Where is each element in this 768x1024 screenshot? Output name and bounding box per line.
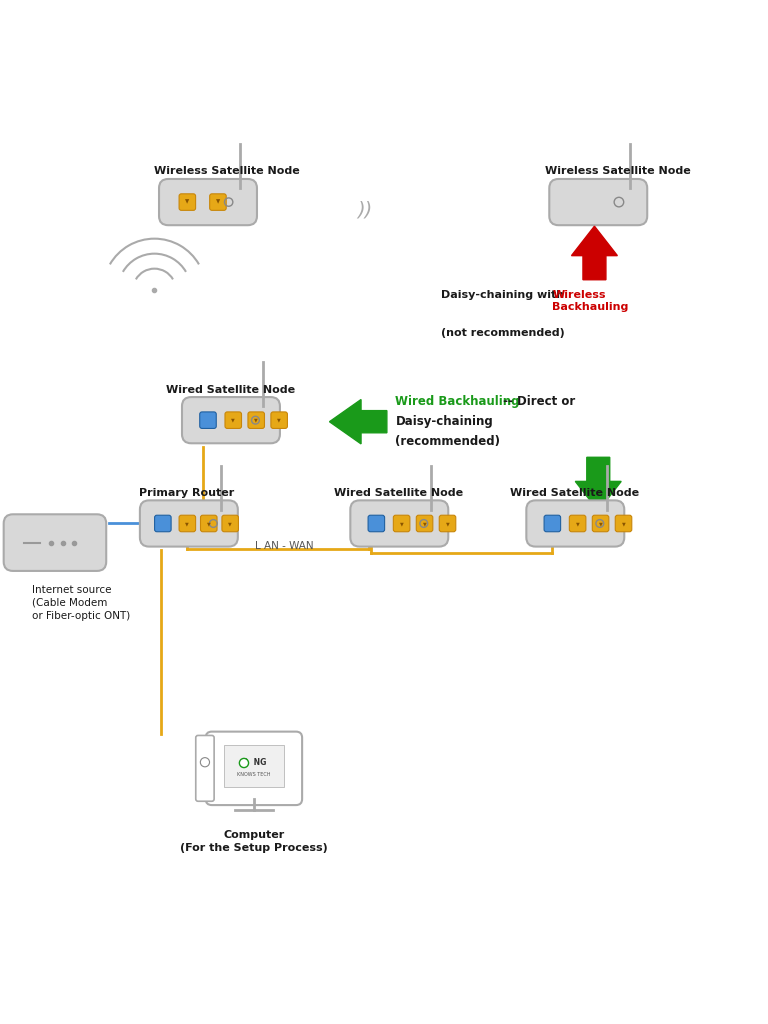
Text: ▼: ▼ xyxy=(185,200,190,205)
FancyBboxPatch shape xyxy=(393,515,410,531)
FancyBboxPatch shape xyxy=(549,179,647,225)
Text: Computer
(For the Setup Process): Computer (For the Setup Process) xyxy=(180,829,328,853)
Text: Wired Satellite Node: Wired Satellite Node xyxy=(334,487,463,498)
Circle shape xyxy=(240,759,249,768)
FancyBboxPatch shape xyxy=(159,179,257,225)
Text: ▼: ▼ xyxy=(228,521,232,526)
Text: ▼: ▼ xyxy=(207,521,210,526)
FancyBboxPatch shape xyxy=(179,194,196,210)
Text: ▼: ▼ xyxy=(277,418,281,423)
Text: (recommended): (recommended) xyxy=(396,435,501,449)
Text: ▼: ▼ xyxy=(231,418,235,423)
FancyBboxPatch shape xyxy=(210,194,227,210)
Text: Wired Backhauling: Wired Backhauling xyxy=(396,394,520,408)
FancyBboxPatch shape xyxy=(182,397,280,443)
Text: ▼: ▼ xyxy=(399,521,403,526)
Polygon shape xyxy=(571,226,617,280)
Text: )): )) xyxy=(357,201,372,219)
FancyBboxPatch shape xyxy=(416,515,433,531)
Text: D  NG: D NG xyxy=(242,759,266,768)
Text: ▼: ▼ xyxy=(445,521,449,526)
Text: Internet source
(Cable Modem
or Fiber-optic ONT): Internet source (Cable Modem or Fiber-op… xyxy=(32,585,131,622)
Text: ▼: ▼ xyxy=(216,200,220,205)
Text: ▼: ▼ xyxy=(254,418,258,423)
Text: Primary Router: Primary Router xyxy=(139,487,234,498)
Text: ▼: ▼ xyxy=(422,521,426,526)
Text: Wired Satellite Node: Wired Satellite Node xyxy=(166,385,295,394)
Text: (not recommended): (not recommended) xyxy=(442,329,565,338)
Text: ▼: ▼ xyxy=(621,521,625,526)
FancyBboxPatch shape xyxy=(206,731,302,805)
FancyBboxPatch shape xyxy=(569,515,586,531)
Text: ▼: ▼ xyxy=(576,521,580,526)
FancyBboxPatch shape xyxy=(223,745,284,786)
FancyBboxPatch shape xyxy=(368,515,385,531)
FancyBboxPatch shape xyxy=(179,515,196,531)
FancyBboxPatch shape xyxy=(140,501,238,547)
Text: -- Direct or: -- Direct or xyxy=(498,394,575,408)
Text: Daisy-chaining: Daisy-chaining xyxy=(396,415,493,428)
FancyBboxPatch shape xyxy=(350,501,449,547)
FancyBboxPatch shape xyxy=(248,412,264,428)
FancyBboxPatch shape xyxy=(271,412,287,428)
Text: Wireless Satellite Node: Wireless Satellite Node xyxy=(545,167,690,176)
FancyBboxPatch shape xyxy=(222,515,238,531)
Text: ▼: ▼ xyxy=(599,521,602,526)
Polygon shape xyxy=(575,458,621,511)
FancyBboxPatch shape xyxy=(4,514,106,571)
FancyBboxPatch shape xyxy=(200,412,217,428)
Text: KNOWS TECH: KNOWS TECH xyxy=(237,772,270,777)
FancyBboxPatch shape xyxy=(200,515,217,531)
FancyBboxPatch shape xyxy=(196,735,214,801)
FancyBboxPatch shape xyxy=(526,501,624,547)
Text: Wireless Satellite Node: Wireless Satellite Node xyxy=(154,167,300,176)
Text: Wireless
Backhauling: Wireless Backhauling xyxy=(552,290,629,311)
Text: Daisy-chaining with: Daisy-chaining with xyxy=(442,290,568,300)
Text: ▼: ▼ xyxy=(185,521,189,526)
FancyBboxPatch shape xyxy=(615,515,632,531)
FancyBboxPatch shape xyxy=(439,515,455,531)
Text: Wired Satellite Node: Wired Satellite Node xyxy=(510,487,640,498)
FancyBboxPatch shape xyxy=(592,515,609,531)
Text: L AN - WAN: L AN - WAN xyxy=(255,542,314,552)
Polygon shape xyxy=(329,399,387,443)
FancyBboxPatch shape xyxy=(544,515,561,531)
FancyBboxPatch shape xyxy=(154,515,171,531)
FancyBboxPatch shape xyxy=(225,412,241,428)
